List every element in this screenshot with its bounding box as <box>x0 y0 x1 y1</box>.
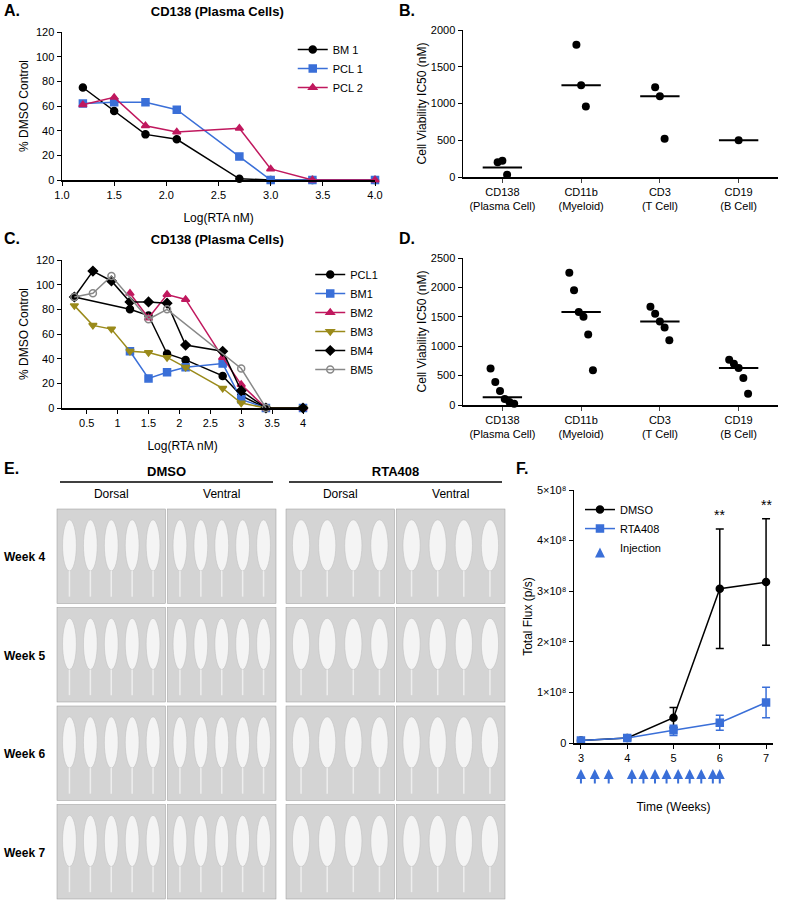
svg-text:0: 0 <box>560 737 566 749</box>
svg-text:CD138(Plasma Cell): CD138(Plasma Cell) <box>469 186 535 212</box>
svg-text:Total Flux (p/s): Total Flux (p/s) <box>521 577 535 656</box>
svg-text:100: 100 <box>36 279 54 291</box>
svg-text:20: 20 <box>42 377 54 389</box>
svg-text:Week 5: Week 5 <box>4 649 45 663</box>
html-text:B.: B. <box>399 2 415 19</box>
svg-text:40: 40 <box>42 353 54 365</box>
svg-text:100: 100 <box>36 51 54 63</box>
svg-text:3.5: 3.5 <box>315 189 330 201</box>
svg-text:1.5: 1.5 <box>107 189 122 201</box>
svg-text:Dorsal: Dorsal <box>94 487 129 501</box>
svg-text:PCL1: PCL1 <box>350 269 378 281</box>
svg-text:0: 0 <box>48 402 54 414</box>
svg-text:0.5: 0.5 <box>79 417 94 429</box>
svg-text:CD19(B Cell): CD19(B Cell) <box>720 414 757 440</box>
svg-text:% DMSO Control: % DMSO Control <box>17 60 31 152</box>
svg-text:2: 2 <box>176 417 182 429</box>
svg-text:Cell Viability IC50 (nM): Cell Viability IC50 (nM) <box>415 43 429 165</box>
svg-text:40: 40 <box>42 125 54 137</box>
svg-text:2500: 2500 <box>431 252 455 264</box>
svg-text:Ventral: Ventral <box>432 487 469 501</box>
svg-text:RTA408: RTA408 <box>372 464 419 479</box>
svg-text:CD138 (Plasma Cells): CD138 (Plasma Cells) <box>151 232 284 247</box>
svg-text:**: ** <box>714 507 725 523</box>
svg-text:Time (Weeks): Time (Weeks) <box>636 800 710 814</box>
svg-text:**: ** <box>761 497 772 513</box>
svg-text:BM2: BM2 <box>350 307 373 319</box>
svg-text:0: 0 <box>449 399 455 411</box>
svg-text:2.5: 2.5 <box>211 189 226 201</box>
svg-text:1.0: 1.0 <box>54 189 69 201</box>
svg-text:1: 1 <box>115 417 121 429</box>
svg-text:4: 4 <box>624 752 630 764</box>
svg-text:500: 500 <box>437 134 455 146</box>
svg-text:CD3(T Cell): CD3(T Cell) <box>642 414 678 440</box>
svg-text:3: 3 <box>238 417 244 429</box>
svg-text:3.0: 3.0 <box>263 189 278 201</box>
html-text:E.: E. <box>4 460 20 477</box>
svg-text:CD19(B Cell): CD19(B Cell) <box>720 186 757 212</box>
svg-text:Week 4: Week 4 <box>4 550 45 564</box>
svg-text:120: 120 <box>36 26 54 38</box>
svg-text:120: 120 <box>36 254 54 266</box>
svg-text:4×10⁸: 4×10⁸ <box>537 534 566 546</box>
svg-text:7: 7 <box>763 752 769 764</box>
svg-text:BM1: BM1 <box>350 288 373 300</box>
html-text:C.: C. <box>4 230 20 247</box>
svg-text:CD138(Plasma Cell): CD138(Plasma Cell) <box>469 414 535 440</box>
svg-text:Log(RTA nM): Log(RTA nM) <box>183 211 253 225</box>
svg-text:Cell Viability IC50 (nM): Cell Viability IC50 (nM) <box>415 271 429 393</box>
svg-text:3: 3 <box>578 752 584 764</box>
svg-text:20: 20 <box>42 149 54 161</box>
html-text:F.: F. <box>516 460 529 477</box>
svg-text:CD11b(Myeloid): CD11b(Myeloid) <box>559 186 604 212</box>
svg-text:CD138 (Plasma Cells): CD138 (Plasma Cells) <box>151 4 284 19</box>
svg-text:4: 4 <box>300 417 306 429</box>
svg-text:4.0: 4.0 <box>367 189 382 201</box>
svg-text:2.5: 2.5 <box>203 417 218 429</box>
svg-text:BM 1: BM 1 <box>333 44 359 56</box>
html-text:A.: A. <box>4 2 20 19</box>
svg-text:PCL 1: PCL 1 <box>333 63 363 75</box>
svg-text:BM4: BM4 <box>350 345 373 357</box>
svg-text:1500: 1500 <box>431 61 455 73</box>
svg-text:RTA408: RTA408 <box>620 523 659 535</box>
svg-text:DMSO: DMSO <box>620 504 653 516</box>
svg-text:60: 60 <box>42 328 54 340</box>
svg-text:PCL 2: PCL 2 <box>333 82 363 94</box>
svg-text:5: 5 <box>670 752 676 764</box>
svg-text:3×10⁸: 3×10⁸ <box>537 585 566 597</box>
svg-text:CD11b(Myeloid): CD11b(Myeloid) <box>559 414 604 440</box>
svg-text:Week 7: Week 7 <box>4 846 45 860</box>
svg-text:2000: 2000 <box>431 24 455 36</box>
svg-text:% DMSO Control: % DMSO Control <box>17 288 31 380</box>
svg-text:DMSO: DMSO <box>147 464 186 479</box>
svg-text:60: 60 <box>42 100 54 112</box>
svg-text:Log(RTA nM): Log(RTA nM) <box>147 439 217 453</box>
svg-text:1000: 1000 <box>431 340 455 352</box>
svg-text:Dorsal: Dorsal <box>323 487 358 501</box>
svg-text:BM3: BM3 <box>350 326 373 338</box>
svg-text:Ventral: Ventral <box>203 487 240 501</box>
svg-text:80: 80 <box>42 75 54 87</box>
svg-text:Week 6: Week 6 <box>4 747 45 761</box>
svg-text:2.0: 2.0 <box>159 189 174 201</box>
svg-text:80: 80 <box>42 303 54 315</box>
svg-text:1500: 1500 <box>431 311 455 323</box>
svg-text:1.5: 1.5 <box>141 417 156 429</box>
html-text:D.: D. <box>399 230 415 247</box>
svg-text:3.5: 3.5 <box>264 417 279 429</box>
svg-text:0: 0 <box>48 174 54 186</box>
svg-text:5×10⁸: 5×10⁸ <box>537 484 566 496</box>
svg-text:2×10⁸: 2×10⁸ <box>537 636 566 648</box>
svg-text:Injection: Injection <box>620 542 661 554</box>
svg-text:1×10⁸: 1×10⁸ <box>537 686 566 698</box>
svg-text:1000: 1000 <box>431 97 455 109</box>
svg-text:CD3(T Cell): CD3(T Cell) <box>642 186 678 212</box>
svg-text:500: 500 <box>437 369 455 381</box>
svg-text:0: 0 <box>449 171 455 183</box>
svg-text:6: 6 <box>717 752 723 764</box>
svg-text:2000: 2000 <box>431 281 455 293</box>
svg-text:BM5: BM5 <box>350 364 373 376</box>
